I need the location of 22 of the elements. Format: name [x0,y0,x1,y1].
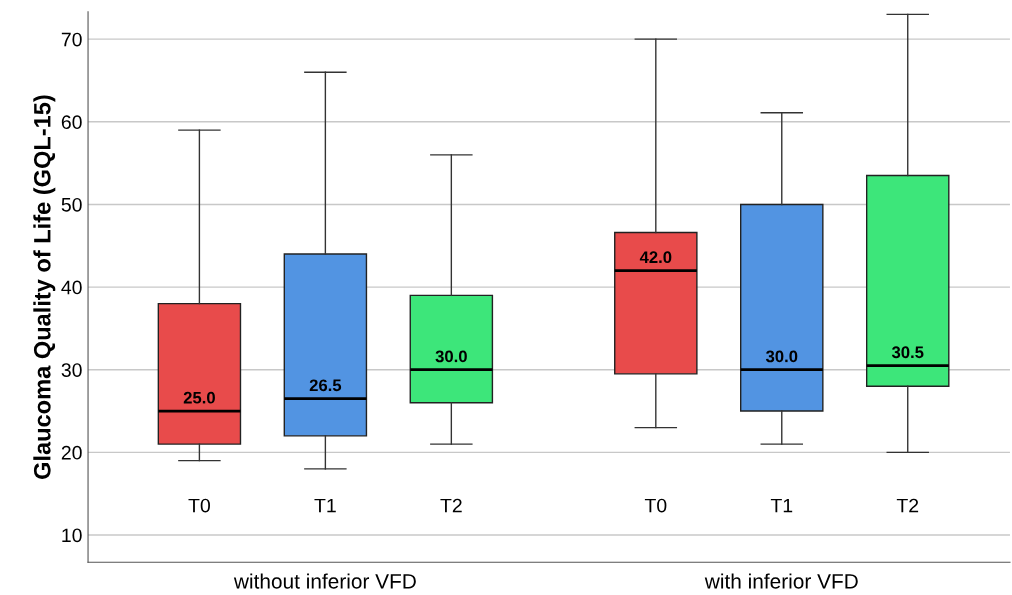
y-axis-title: Glaucoma Quality of Life (GQL-15) [33,95,56,479]
text: T2 [440,498,462,513]
y-tick-label: 10 [62,528,82,543]
x-tick-label: without inferior VFD [233,573,416,589]
text: 42.0 [639,251,672,264]
text: T0 [188,498,210,513]
text: 30.0 [765,350,798,363]
x-tick-label: with inferior VFD [704,573,858,589]
text: T0 [644,498,667,513]
y-tick-label: 40 [61,280,82,295]
text: 30.0 [435,350,467,363]
y-tick-label: 60 [61,115,82,130]
text: 26.5 [309,379,342,392]
text: 30.5 [891,346,924,359]
text: T1 [314,498,336,513]
y-tick-label: 70 [61,32,82,47]
y-tick-label: 20 [61,445,82,460]
text: T2 [896,498,919,513]
y-tick-label: 50 [61,197,82,212]
y-tick-label: 30 [61,363,82,377]
text: 25.0 [183,391,215,404]
text: T1 [770,498,793,513]
